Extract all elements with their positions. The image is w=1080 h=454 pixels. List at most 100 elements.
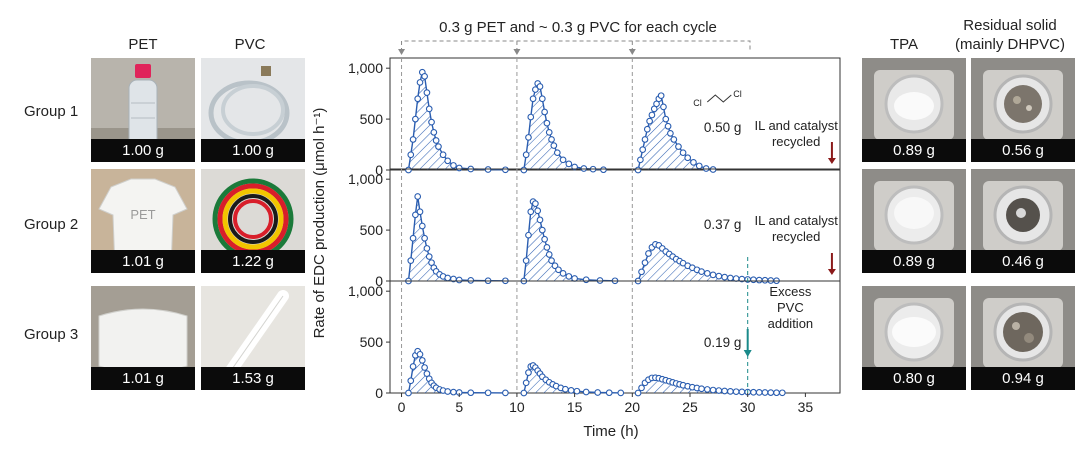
data-point xyxy=(538,95,546,103)
data-point xyxy=(450,162,457,169)
data-point xyxy=(641,259,649,267)
data-point xyxy=(617,389,625,397)
pvc-column-header: PVC xyxy=(234,36,266,53)
data-point xyxy=(423,89,431,96)
data-point xyxy=(605,389,613,397)
structure-bonds xyxy=(706,94,732,103)
residual-mass-annotation: 0.50 g xyxy=(704,120,742,135)
data-point xyxy=(536,83,544,90)
data-point xyxy=(444,274,452,282)
data-point xyxy=(594,389,602,396)
group-2-label: Group 2 xyxy=(24,216,79,233)
data-point xyxy=(638,384,645,392)
data-point xyxy=(555,266,562,274)
data-point xyxy=(421,364,428,371)
data-point xyxy=(596,277,604,284)
data-point xyxy=(646,117,653,125)
data-point xyxy=(412,115,419,123)
data-point xyxy=(414,95,422,103)
data-point xyxy=(522,257,530,264)
pet-mass-group-2: 1.01 g xyxy=(91,250,195,273)
data-point xyxy=(559,156,567,164)
bracket-arrowhead xyxy=(513,49,521,55)
data-point xyxy=(690,159,697,166)
y-tick-label: 500 xyxy=(360,111,384,127)
data-point xyxy=(527,208,535,216)
structure-cl-right: Cl xyxy=(733,89,742,99)
cycle-area xyxy=(523,83,604,170)
data-point xyxy=(425,105,433,113)
data-point xyxy=(520,389,528,397)
recycle-note-line-1: IL and catalyst xyxy=(754,213,838,228)
y-tick-label: 0 xyxy=(375,162,383,178)
panel-frame xyxy=(389,57,841,171)
data-point xyxy=(670,136,678,143)
data-point xyxy=(695,162,703,170)
data-point xyxy=(750,388,757,396)
data-point xyxy=(732,388,740,396)
data-point xyxy=(455,164,463,172)
data-point xyxy=(407,377,415,385)
data-point xyxy=(709,271,717,279)
data-point xyxy=(502,389,509,397)
data-point xyxy=(525,231,532,239)
data-point xyxy=(755,276,763,284)
data-point xyxy=(520,166,528,174)
data-point xyxy=(450,388,457,396)
bracket-arrowhead xyxy=(398,49,406,55)
x-axis-label: Time (h) xyxy=(583,423,638,440)
tpa-photo-row-1: 0.89 g xyxy=(862,58,966,162)
edc-rate-chart: 0.3 g PET and ~ 0.3 g PVC for each cycle… xyxy=(311,19,841,440)
bracket-line xyxy=(401,40,751,52)
data-point xyxy=(543,119,551,127)
data-point xyxy=(641,136,649,143)
data-point xyxy=(416,208,424,216)
data-point xyxy=(538,226,546,234)
residual-header-line-2: (mainly DHPVC) xyxy=(955,36,1066,53)
data-point xyxy=(407,151,415,159)
data-point xyxy=(703,270,711,277)
data-point xyxy=(502,166,509,174)
x-tick-label: 5 xyxy=(455,399,463,415)
panel-1: 0 500 1,000 0.50 g Cl Cl IL and catalystrecycl… xyxy=(348,57,841,178)
pvc-mass-group-3: 1.53 g xyxy=(201,367,305,390)
pvc-tube-photo: 1.00 g xyxy=(201,58,305,162)
data-point xyxy=(738,388,746,396)
data-point xyxy=(405,389,412,397)
data-point xyxy=(553,149,561,157)
data-point xyxy=(580,165,588,172)
data-point xyxy=(637,156,644,164)
data-point xyxy=(416,79,424,86)
data-point xyxy=(405,166,412,174)
data-point xyxy=(418,222,426,230)
data-point xyxy=(571,163,578,171)
data-point xyxy=(761,389,769,396)
cycle-area xyxy=(638,244,777,281)
pvc-rings-photo: 1.22 g xyxy=(201,169,305,273)
cycle-bracket xyxy=(398,40,751,55)
recycle-arrowhead xyxy=(827,158,836,164)
data-point xyxy=(573,387,581,395)
data-point xyxy=(439,151,447,159)
bracket-arrowhead xyxy=(628,49,636,55)
tpa-mass-row-1: 0.89 g xyxy=(862,139,966,162)
data-point xyxy=(428,118,435,126)
data-point xyxy=(761,276,769,284)
tpa-photo-row-2: 0.89 g xyxy=(862,169,966,273)
residual-header-line-1: Residual solid xyxy=(963,17,1057,34)
y-tick-label: 1,000 xyxy=(348,60,383,76)
data-point xyxy=(698,268,705,275)
structure-cl-left: Cl xyxy=(693,98,702,108)
data-point xyxy=(600,166,607,174)
tpa-column-header: TPA xyxy=(889,36,919,53)
x-tick-label: 30 xyxy=(740,399,756,415)
data-point xyxy=(409,136,417,143)
x-tick-label: 15 xyxy=(567,399,583,415)
data-point xyxy=(721,273,728,281)
data-point xyxy=(715,272,723,280)
data-point xyxy=(545,251,553,258)
data-point xyxy=(667,129,674,137)
data-point xyxy=(444,157,452,165)
data-point xyxy=(767,277,775,284)
